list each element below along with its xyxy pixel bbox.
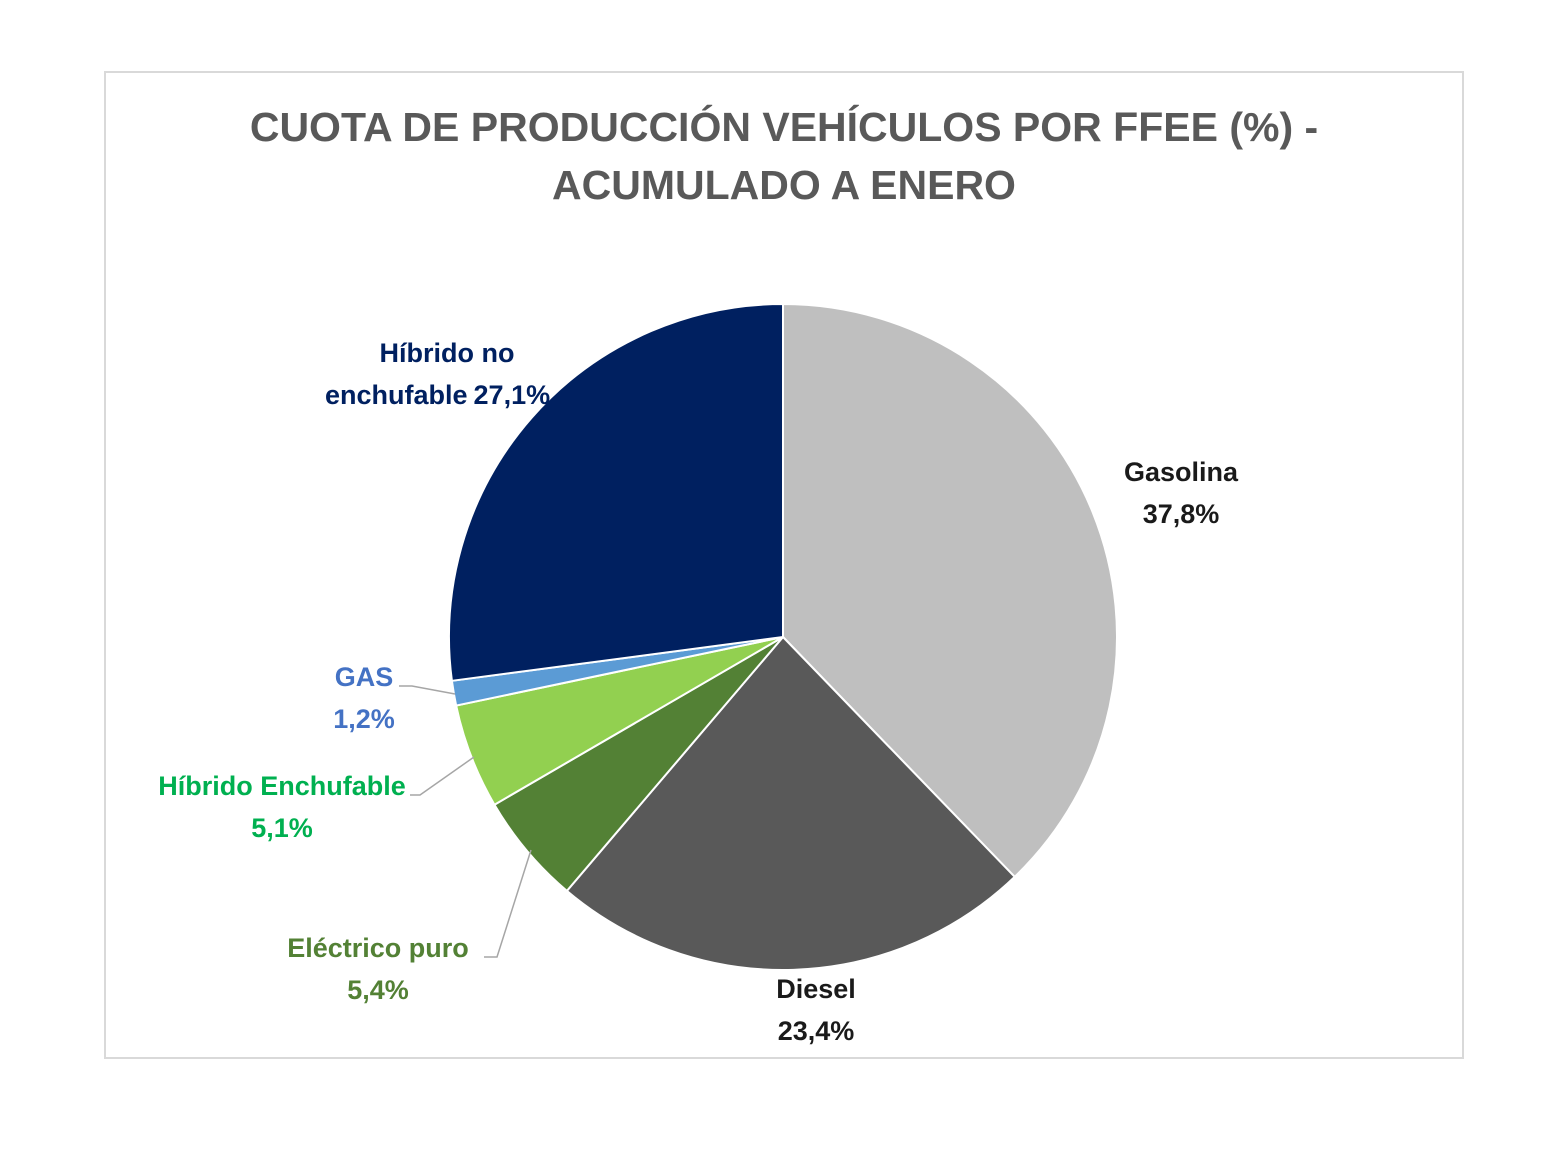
chart-title: CUOTA DE PRODUCCIÓN VEHÍCULOS POR FFEE (… xyxy=(104,98,1464,214)
data-label-diesel: Diesel 23,4% xyxy=(776,974,856,1046)
data-label-value: 5,4% xyxy=(347,975,409,1005)
data-label-value: 1,2% xyxy=(333,704,395,734)
leader-line-electrico-puro xyxy=(484,849,532,958)
data-label-value: 23,4% xyxy=(778,1016,855,1046)
data-label-gas: GAS 1,2% xyxy=(333,662,395,734)
data-label-name: Eléctrico puro xyxy=(287,933,469,963)
data-label-value: 37,8% xyxy=(1143,499,1220,529)
data-label-name: Gasolina xyxy=(1124,457,1239,487)
pie-slice-hibrido-no-enchufable xyxy=(447,302,784,682)
data-label-hibrido-enchufable: Híbrido Enchufable 5,1% xyxy=(158,771,406,843)
data-label-value: 27,1% xyxy=(474,380,551,410)
data-label-name: GAS xyxy=(335,662,394,692)
chart-title-line-1: CUOTA DE PRODUCCIÓN VEHÍCULOS POR FFEE (… xyxy=(249,104,1319,150)
data-label-gasolina: Gasolina 37,8% xyxy=(1124,457,1239,529)
leader-line-hibrido-enchufable xyxy=(410,756,475,796)
data-label-value: 5,1% xyxy=(251,813,313,843)
pie-slice-diesel xyxy=(565,635,1017,971)
chart-title-line-2: ACUMULADO A ENERO xyxy=(552,162,1016,208)
data-label-name: Diesel xyxy=(776,974,856,1004)
data-label-hibrido-no-enchufable: Híbrido no enchufable 27,1% xyxy=(325,338,550,410)
data-label-electrico-puro: Eléctrico puro 5,4% xyxy=(287,933,469,1005)
data-label-name: Híbrido Enchufable xyxy=(158,771,406,801)
pie-slice-gasolina xyxy=(782,302,1118,879)
data-label-name-line-2: enchufable xyxy=(325,380,468,410)
data-label-name-line-1: Híbrido no xyxy=(380,338,515,368)
leader-line-gas xyxy=(399,685,456,695)
